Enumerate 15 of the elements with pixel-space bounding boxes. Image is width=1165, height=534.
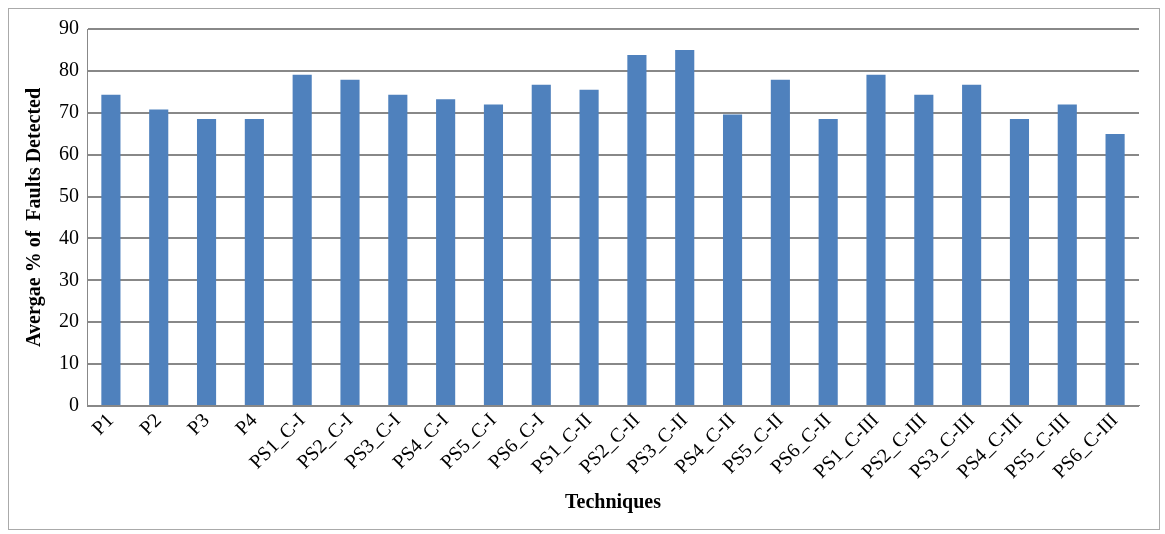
y-tick-label: 50 [59,183,79,206]
x-axis-title: Techniques [565,490,662,514]
x-tick-label: P3 [182,408,214,439]
x-tick-label: P1 [86,408,118,439]
y-tick-label: 20 [59,309,79,332]
y-tick-label: 0 [69,393,79,416]
y-tick-label: 40 [59,225,79,248]
y-tick-label: 80 [59,58,79,81]
y-axis-title: Avergae % of Faults Detected [22,87,46,347]
y-tick-label: 60 [59,141,79,164]
y-tick-label: 30 [59,267,79,290]
y-tick-label: 10 [59,351,79,374]
y-tick-label: 70 [59,100,79,122]
y-tick-label: 90 [59,16,79,39]
x-tick-label: P2 [134,408,166,439]
